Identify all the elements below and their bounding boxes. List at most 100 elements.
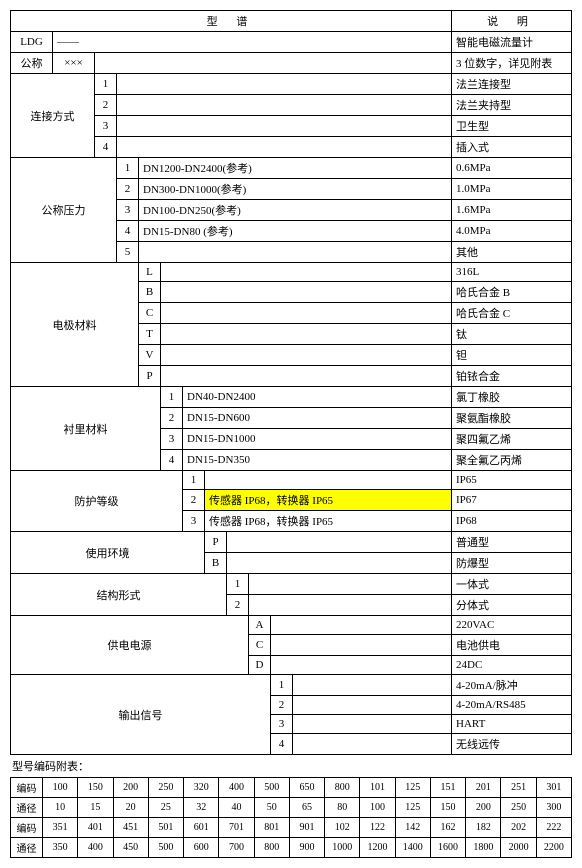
row-scxh-1: 输出信号 1 4-20mA/脉冲 <box>11 675 572 696</box>
djcl-code-0: L <box>139 263 161 282</box>
scxh-desc-2: HART <box>452 715 572 734</box>
gcyl-desc-1: 1.0MPa <box>452 179 572 200</box>
row-fhdj-1: 防护等级 1 IP65 <box>11 471 572 490</box>
syhj-desc-0: 普通型 <box>452 532 572 553</box>
gcyl-code-1: 2 <box>117 179 139 200</box>
syhj-label: 使用环境 <box>11 532 205 574</box>
syhj-code-1: B <box>205 553 227 574</box>
gcyl-code-2: 3 <box>117 200 139 221</box>
clcl-code-2: 3 <box>161 429 183 450</box>
row-lj-4: 4 插入式 <box>11 137 572 158</box>
clcl-label: 衬里材料 <box>11 387 161 471</box>
syhj-desc-1: 防爆型 <box>452 553 572 574</box>
gddy-code-2: D <box>249 656 271 675</box>
row-gc: 公称 ××× 3 位数字，详见附表 <box>11 53 572 74</box>
attach-caption: 型号编码附表： <box>10 755 572 777</box>
clcl-desc-3: 聚全氟乙丙烯 <box>452 450 572 471</box>
clcl-detail-0: DN40-DN2400 <box>183 387 452 408</box>
lj-desc-2: 卫生型 <box>452 116 572 137</box>
clcl-desc-0: 氯丁橡胶 <box>452 387 572 408</box>
djcl-code-3: T <box>139 324 161 345</box>
gc-spacer <box>95 53 452 74</box>
attach-table: 编码 1001502002503204005006508001011251512… <box>10 777 572 858</box>
scxh-code-1: 2 <box>271 696 293 715</box>
gcyl-label: 公称压力 <box>11 158 117 263</box>
jgxs-code-0: 1 <box>227 574 249 595</box>
fhdj-code-0: 1 <box>183 471 205 490</box>
gc-desc: 3 位数字，详见附表 <box>452 53 572 74</box>
gc-label: 公称 <box>11 53 53 74</box>
jgxs-code-1: 2 <box>227 595 249 616</box>
clcl-detail-1: DN15-DN600 <box>183 408 452 429</box>
ldg-label: LDG <box>11 32 53 53</box>
row-gcyl-1: 公称压力 1 DN1200-DN2400(参考) 0.6MPa <box>11 158 572 179</box>
lj-desc-0: 法兰连接型 <box>452 74 572 95</box>
header-desc: 说 明 <box>452 11 572 32</box>
lj-desc-1: 法兰夹持型 <box>452 95 572 116</box>
fhdj-code-1: 2 <box>183 490 205 511</box>
gddy-desc-2: 24DC <box>452 656 572 675</box>
clcl-code-3: 4 <box>161 450 183 471</box>
gddy-desc-0: 220VAC <box>452 616 572 635</box>
clcl-code-0: 1 <box>161 387 183 408</box>
djcl-desc-4: 钽 <box>452 345 572 366</box>
row-lj-3: 3 卫生型 <box>11 116 572 137</box>
fhdj-detail-1: 传感器 IP68，转换器 IP65 <box>205 490 452 511</box>
lj-label: 连接方式 <box>11 74 95 158</box>
attach-row-2: 编码 3514014515016017018019011021221421621… <box>11 818 572 838</box>
scxh-code-2: 3 <box>271 715 293 734</box>
gcyl-detail-2: DN100-DN250(参考) <box>139 200 452 221</box>
gcyl-detail-3: DN15-DN80 (参考) <box>139 221 452 242</box>
spec-table: 型 谱 说 明 LDG —— 智能电磁流量计 公称 ××× 3 位数字，详见附表… <box>10 10 572 755</box>
gddy-code-0: A <box>249 616 271 635</box>
ldg-value: —— <box>53 32 452 53</box>
fhdj-desc-0: IP65 <box>452 471 572 490</box>
lj-code-1: 2 <box>95 95 117 116</box>
djcl-code-4: V <box>139 345 161 366</box>
scxh-desc-1: 4-20mA/RS485 <box>452 696 572 715</box>
djcl-desc-3: 钛 <box>452 324 572 345</box>
attach-row-0: 编码 1001502002503204005006508001011251512… <box>11 778 572 798</box>
gcyl-detail-0: DN1200-DN2400(参考) <box>139 158 452 179</box>
gcyl-desc-0: 0.6MPa <box>452 158 572 179</box>
gcyl-desc-3: 4.0MPa <box>452 221 572 242</box>
fhdj-desc-2: IP68 <box>452 511 572 532</box>
syhj-code-0: P <box>205 532 227 553</box>
lj-code-0: 1 <box>95 74 117 95</box>
header-spec: 型 谱 <box>11 11 452 32</box>
clcl-detail-2: DN15-DN1000 <box>183 429 452 450</box>
clcl-detail-3: DN15-DN350 <box>183 450 452 471</box>
djcl-desc-5: 铂铱合金 <box>452 366 572 387</box>
scxh-label: 输出信号 <box>11 675 271 755</box>
ldg-desc: 智能电磁流量计 <box>452 32 572 53</box>
row-syhj-1: 使用环境 P 普通型 <box>11 532 572 553</box>
gcyl-desc-4: 其他 <box>452 242 572 263</box>
scxh-desc-0: 4-20mA/脉冲 <box>452 675 572 696</box>
jgxs-label: 结构形式 <box>11 574 227 616</box>
djcl-code-1: B <box>139 282 161 303</box>
row-jgxs-1: 结构形式 1 一体式 <box>11 574 572 595</box>
attach-lbl-tj-0: 通径 <box>11 798 43 818</box>
fhdj-desc-1: IP67 <box>452 490 572 511</box>
clcl-desc-1: 聚氨酯橡胶 <box>452 408 572 429</box>
fhdj-detail-2: 传感器 IP68，转换器 IP65 <box>205 511 452 532</box>
clcl-desc-2: 聚四氟乙烯 <box>452 429 572 450</box>
djcl-desc-2: 哈氏合金 C <box>452 303 572 324</box>
djcl-code-2: C <box>139 303 161 324</box>
djcl-desc-1: 哈氏合金 B <box>452 282 572 303</box>
gcyl-code-3: 4 <box>117 221 139 242</box>
djcl-code-5: P <box>139 366 161 387</box>
attach-row-1: 通径 101520253240506580100125150200250300 <box>11 798 572 818</box>
row-ldg: LDG —— 智能电磁流量计 <box>11 32 572 53</box>
lj-desc-3: 插入式 <box>452 137 572 158</box>
attach-lbl-bm-0: 编码 <box>11 778 43 798</box>
gcyl-desc-2: 1.6MPa <box>452 200 572 221</box>
attach-row-3: 通径 3504004505006007008009001000120014001… <box>11 838 572 858</box>
jgxs-desc-0: 一体式 <box>452 574 572 595</box>
lj-code-3: 4 <box>95 137 117 158</box>
djcl-label: 电极材料 <box>11 263 139 387</box>
gc-value: ××× <box>53 53 95 74</box>
attach-lbl-bm-1: 编码 <box>11 818 43 838</box>
gddy-label: 供电电源 <box>11 616 249 675</box>
gddy-code-1: C <box>249 635 271 656</box>
